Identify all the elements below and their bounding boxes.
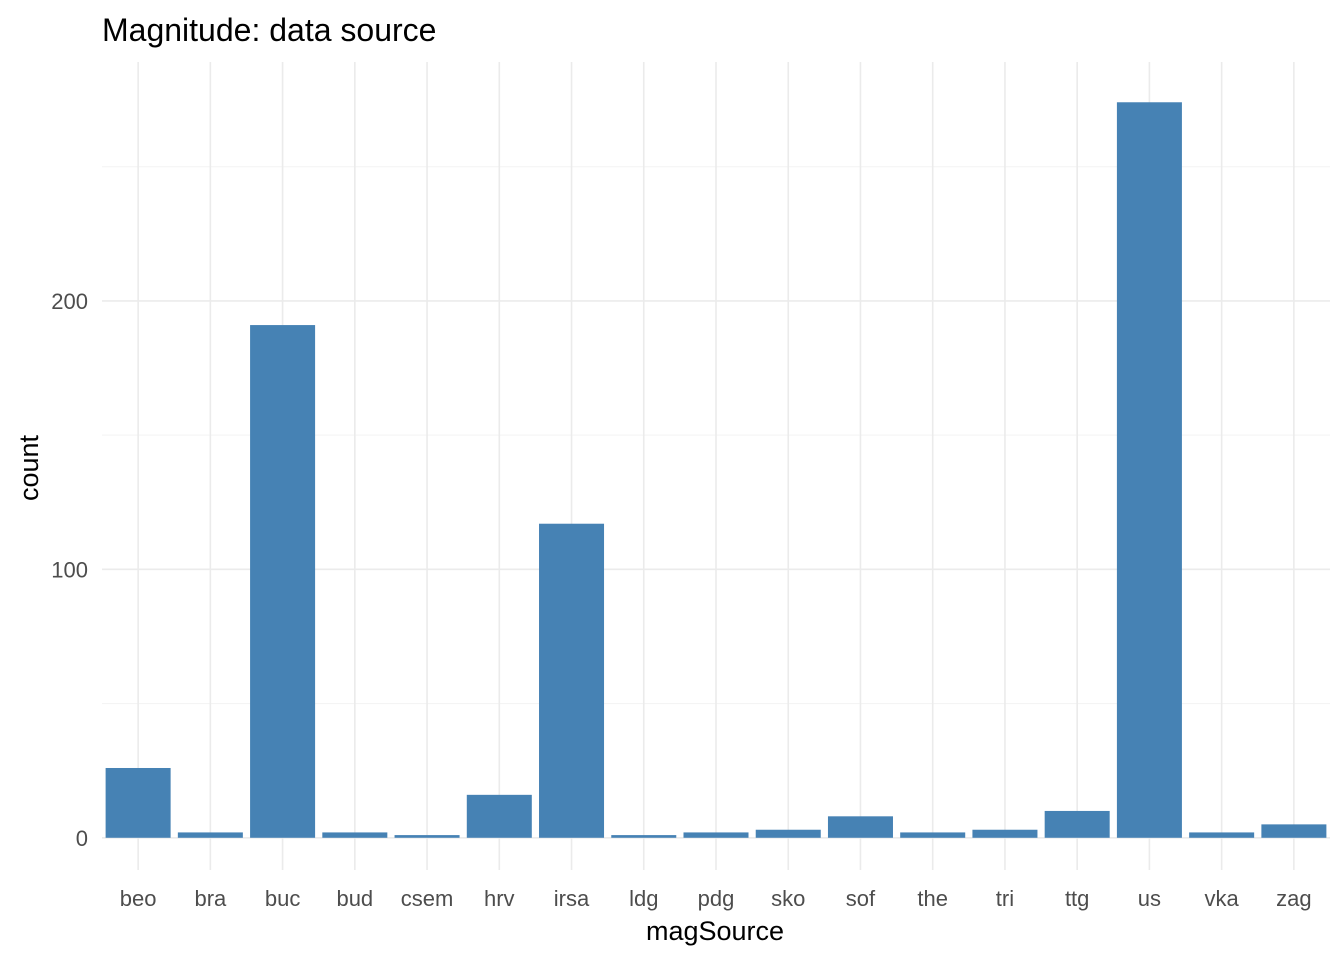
x-tick-label-ttg: ttg <box>1065 886 1089 911</box>
bar-beo <box>105 767 171 838</box>
x-tick-label-beo: beo <box>120 886 157 911</box>
y-axis-title: count <box>14 434 44 501</box>
x-tick-labels: beo bra buc bud csem hrv irsa ldg pdg sko sof the tr… <box>120 886 1312 911</box>
x-tick-label-sko: sko <box>771 886 805 911</box>
bar-ldg <box>611 835 677 838</box>
x-tick-label-zag: zag <box>1276 886 1311 911</box>
bar-pdg <box>683 832 749 838</box>
x-tick-label-the: the <box>917 886 948 911</box>
x-tick-label-sof: sof <box>846 886 876 911</box>
grid-lines <box>102 62 1330 870</box>
x-tick-label-ldg: ldg <box>629 886 658 911</box>
x-tick-label-tri: tri <box>996 886 1014 911</box>
bar-bud <box>322 832 388 838</box>
x-axis-title: magSource <box>646 916 784 946</box>
bar-sof <box>827 816 893 838</box>
y-tick-labels: 0 100 200 <box>51 289 88 851</box>
bar-buc <box>250 325 316 838</box>
x-tick-label-hrv: hrv <box>484 886 515 911</box>
x-tick-label-irsa: irsa <box>554 886 590 911</box>
bar-irsa <box>539 523 605 838</box>
bar-us <box>1116 102 1182 838</box>
bar-the <box>900 832 966 838</box>
x-tick-label-bud: bud <box>336 886 373 911</box>
bar-ttg <box>1044 810 1110 838</box>
x-tick-label-csem: csem <box>401 886 454 911</box>
bar-bra <box>177 832 243 838</box>
bar-hrv <box>466 794 532 838</box>
bar-sko <box>755 829 821 838</box>
x-tick-label-vka: vka <box>1205 886 1240 911</box>
x-tick-label-pdg: pdg <box>698 886 735 911</box>
bar-vka <box>1189 832 1255 838</box>
x-tick-label-us: us <box>1138 886 1161 911</box>
bar-csem <box>394 835 460 838</box>
chart-title: Magnitude: data source <box>102 12 436 48</box>
y-tick-label: 100 <box>51 557 88 582</box>
x-tick-label-buc: buc <box>265 886 300 911</box>
bars <box>105 102 1327 838</box>
y-tick-label: 200 <box>51 289 88 314</box>
bar-zag <box>1261 824 1327 838</box>
bar-tri <box>972 829 1038 838</box>
x-tick-label-bra: bra <box>194 886 227 911</box>
y-tick-label: 0 <box>76 826 88 851</box>
